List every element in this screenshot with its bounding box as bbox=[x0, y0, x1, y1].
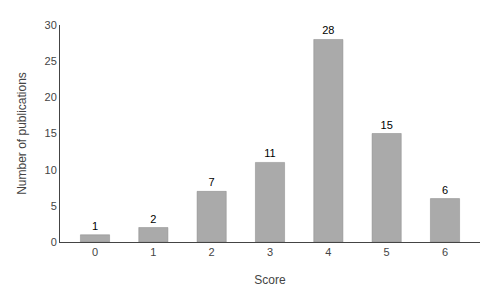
svg-text:10: 10 bbox=[45, 164, 57, 176]
svg-text:4: 4 bbox=[325, 246, 331, 258]
svg-text:6: 6 bbox=[442, 246, 448, 258]
svg-text:Score: Score bbox=[254, 273, 286, 287]
svg-text:5: 5 bbox=[384, 246, 390, 258]
svg-text:1: 1 bbox=[150, 246, 156, 258]
svg-text:Number of publications: Number of publications bbox=[15, 72, 29, 195]
svg-text:0: 0 bbox=[92, 246, 98, 258]
svg-text:7: 7 bbox=[209, 176, 215, 188]
svg-text:28: 28 bbox=[322, 24, 334, 36]
svg-text:20: 20 bbox=[45, 91, 57, 103]
svg-text:3: 3 bbox=[267, 246, 273, 258]
svg-text:6: 6 bbox=[442, 184, 448, 196]
svg-text:15: 15 bbox=[381, 119, 393, 131]
svg-text:30: 30 bbox=[45, 19, 57, 31]
svg-text:25: 25 bbox=[45, 55, 57, 67]
svg-text:11: 11 bbox=[264, 147, 275, 159]
svg-text:5: 5 bbox=[51, 200, 57, 212]
svg-text:1: 1 bbox=[92, 220, 98, 232]
svg-text:0: 0 bbox=[51, 236, 57, 248]
svg-text:2: 2 bbox=[209, 246, 215, 258]
svg-text:15: 15 bbox=[45, 127, 57, 139]
svg-text:2: 2 bbox=[150, 213, 156, 225]
